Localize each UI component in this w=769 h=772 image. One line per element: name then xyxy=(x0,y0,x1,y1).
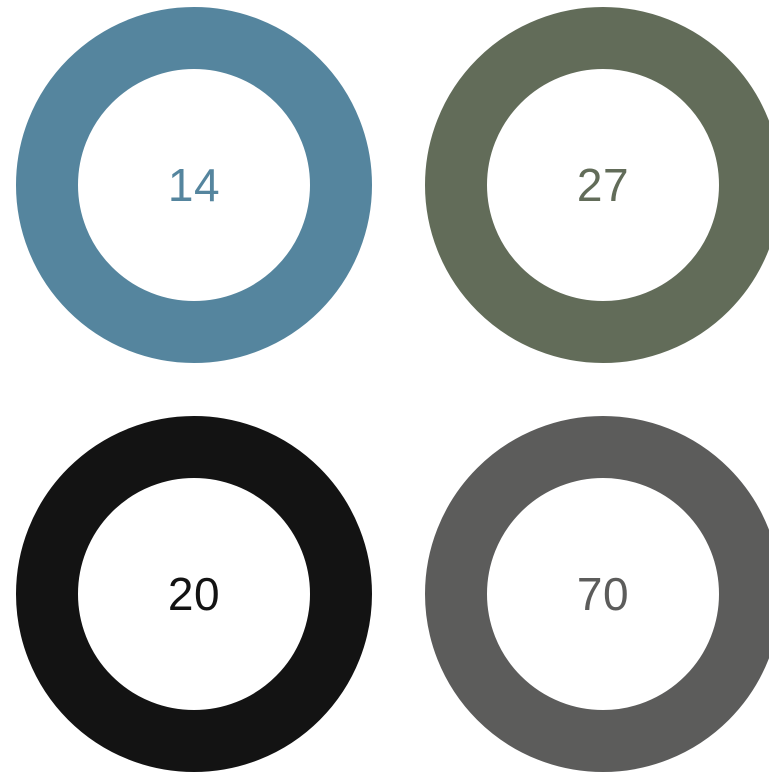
ring-value-label: 70 xyxy=(576,568,630,620)
ring-blue: 14 xyxy=(16,7,372,363)
ring-black: 20 xyxy=(16,416,372,772)
ring-value-label: 27 xyxy=(576,159,630,211)
ring-green: 27 xyxy=(425,7,769,363)
ring-gray: 70 xyxy=(425,416,769,772)
ring-value-label: 14 xyxy=(167,159,221,211)
ring-value-label: 20 xyxy=(167,568,221,620)
